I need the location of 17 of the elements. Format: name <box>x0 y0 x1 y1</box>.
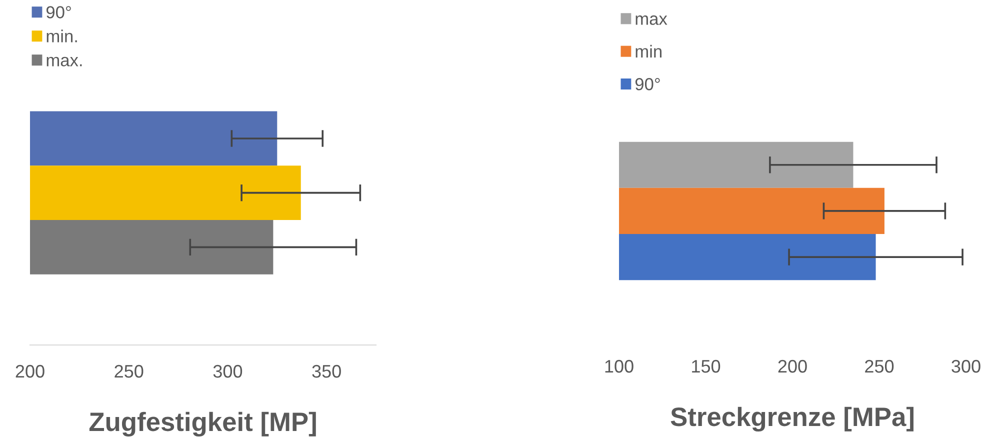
x-tick-label: 300 <box>213 364 242 378</box>
legend-label: 90° <box>635 78 660 90</box>
x-axis-title: Streckgrenze [MPa] <box>670 406 914 432</box>
legend-label: min. <box>46 30 77 42</box>
x-axis-title: Zugfestigkeit [MP] <box>89 412 316 437</box>
legend-label: max. <box>46 56 82 66</box>
x-tick-label: 300 <box>952 360 980 373</box>
x-tick-label: 200 <box>16 364 44 378</box>
legend-label: min <box>636 44 662 58</box>
legend-label: max <box>636 15 668 25</box>
x-tick-label: 100 <box>605 360 634 373</box>
x-tick-label: 150 <box>692 360 720 373</box>
x-tick-label: 250 <box>865 360 894 373</box>
x-tick-label: 250 <box>114 364 144 378</box>
x-tick-label: 200 <box>778 360 807 373</box>
x-tick-label: 350 <box>312 364 341 378</box>
legend-label: 90° <box>46 6 71 18</box>
